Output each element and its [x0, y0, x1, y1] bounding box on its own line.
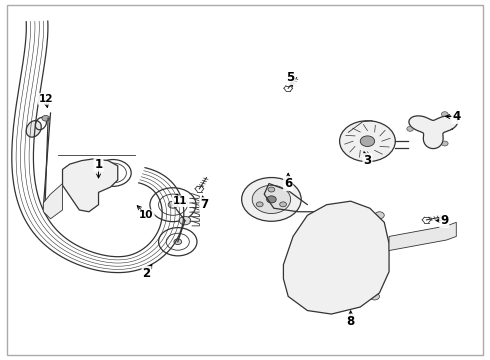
Text: 2: 2	[143, 267, 150, 280]
Text: 1: 1	[95, 158, 102, 171]
Polygon shape	[409, 116, 458, 149]
Circle shape	[375, 212, 384, 219]
Text: 6: 6	[284, 177, 293, 190]
Circle shape	[179, 216, 191, 225]
Circle shape	[441, 112, 448, 117]
Text: 10: 10	[139, 210, 154, 220]
Circle shape	[268, 187, 275, 192]
Polygon shape	[283, 201, 389, 314]
Polygon shape	[389, 222, 456, 251]
Circle shape	[242, 177, 301, 221]
Polygon shape	[63, 159, 118, 212]
Circle shape	[168, 201, 178, 208]
Circle shape	[424, 122, 443, 136]
Circle shape	[293, 289, 303, 296]
Text: 11: 11	[173, 196, 187, 206]
Circle shape	[256, 202, 263, 207]
Circle shape	[252, 185, 291, 213]
Text: 3: 3	[364, 154, 371, 167]
Circle shape	[340, 121, 395, 162]
Text: 8: 8	[346, 315, 355, 328]
Circle shape	[42, 116, 49, 121]
Polygon shape	[43, 184, 63, 219]
Text: 7: 7	[200, 198, 208, 211]
Circle shape	[441, 141, 448, 146]
Circle shape	[407, 126, 414, 131]
Text: 4: 4	[452, 110, 461, 123]
Circle shape	[267, 196, 276, 203]
Circle shape	[360, 136, 375, 147]
Text: 5: 5	[287, 71, 295, 84]
Circle shape	[280, 202, 287, 207]
Circle shape	[174, 239, 182, 244]
Text: 9: 9	[440, 214, 448, 227]
Ellipse shape	[26, 121, 41, 137]
Text: 12: 12	[39, 94, 53, 104]
Circle shape	[370, 293, 379, 300]
